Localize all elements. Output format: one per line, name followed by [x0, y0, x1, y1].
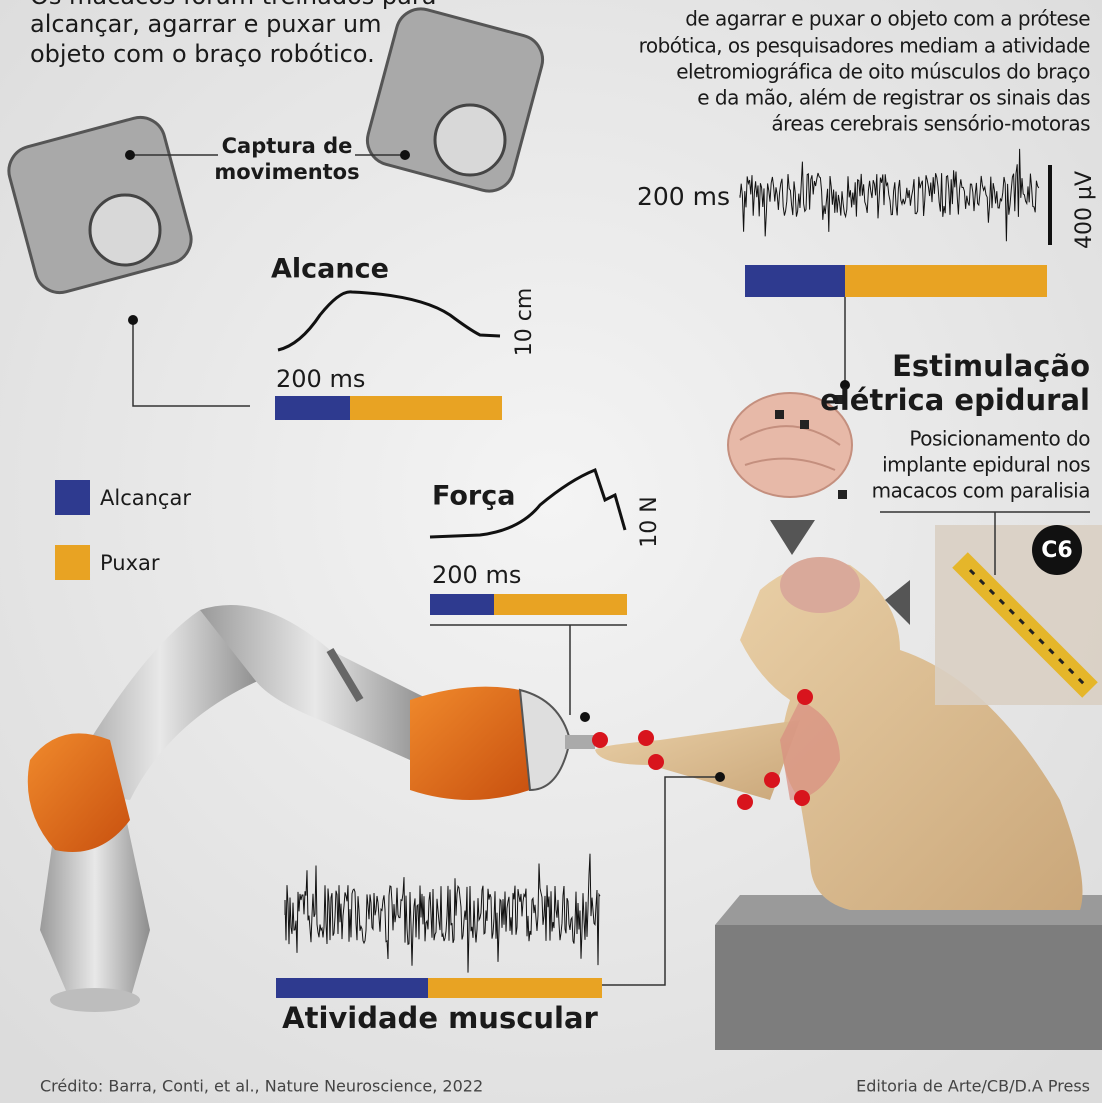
muscle-title: Atividade muscular — [282, 1001, 598, 1035]
legend-label: Alcançar — [100, 486, 191, 510]
description-text: áreas cerebrais sensório-motoras — [771, 112, 1090, 136]
reach-phase — [276, 978, 428, 998]
description-text: eletromiográfica de oito músculos do bra… — [676, 60, 1090, 84]
reach-title: Alcance — [271, 254, 389, 285]
description-text: robótica, os pesquisadores mediam a ativ… — [639, 34, 1091, 58]
description-text: e da mão, além de registrar os sinais da… — [697, 86, 1090, 110]
stimulation-text: Posicionamento do — [909, 427, 1090, 451]
vertebra-label: C6 — [1041, 538, 1072, 563]
reach-phase — [745, 265, 845, 297]
intro-text: Os macacos foram treinados para — [30, 0, 436, 10]
force-title: Força — [432, 481, 515, 512]
time-scale: 200 ms — [637, 182, 730, 211]
reach-phase — [430, 594, 494, 615]
source: Editoria de Arte/CB/D.A Press — [856, 1077, 1090, 1096]
stimulation-title: Estimulação — [892, 349, 1090, 383]
intro-text: alcançar, agarrar e puxar um — [30, 10, 382, 38]
stimulation-title: elétrica epidural — [820, 383, 1090, 417]
stimulation-text: macacos com paralisia — [872, 479, 1090, 503]
description-text: de agarrar e puxar o objeto com a prótes… — [685, 7, 1090, 31]
amplitude-scale: 400 µV — [1072, 171, 1097, 249]
credit: Crédito: Barra, Conti, et al., Nature Ne… — [40, 1077, 483, 1096]
legend-label: Puxar — [100, 551, 160, 575]
reach-phase — [275, 396, 350, 420]
pull-phase — [428, 978, 602, 998]
time-scale: 200 ms — [276, 365, 365, 393]
capture-label: Captura de — [222, 134, 353, 158]
page: C6 Os macacos foram treinados para alcan… — [0, 0, 1102, 1103]
pull-phase — [494, 594, 627, 615]
time-scale: 200 ms — [432, 561, 521, 589]
stimulation-text: implante epidural nos — [882, 453, 1090, 477]
intro-text: objeto com o braço robótico. — [30, 40, 375, 68]
infographic: C6 Os macacos foram treinados para alcan… — [0, 0, 1102, 1103]
legend-swatch — [55, 480, 90, 515]
pull-phase — [845, 265, 1047, 297]
capture-label: movimentos — [214, 160, 359, 184]
force-scale: 10 N — [637, 496, 662, 547]
legend-swatch — [55, 545, 90, 580]
reach-scale: 10 cm — [512, 288, 537, 357]
platform — [715, 895, 1102, 1050]
pull-phase — [350, 396, 502, 420]
